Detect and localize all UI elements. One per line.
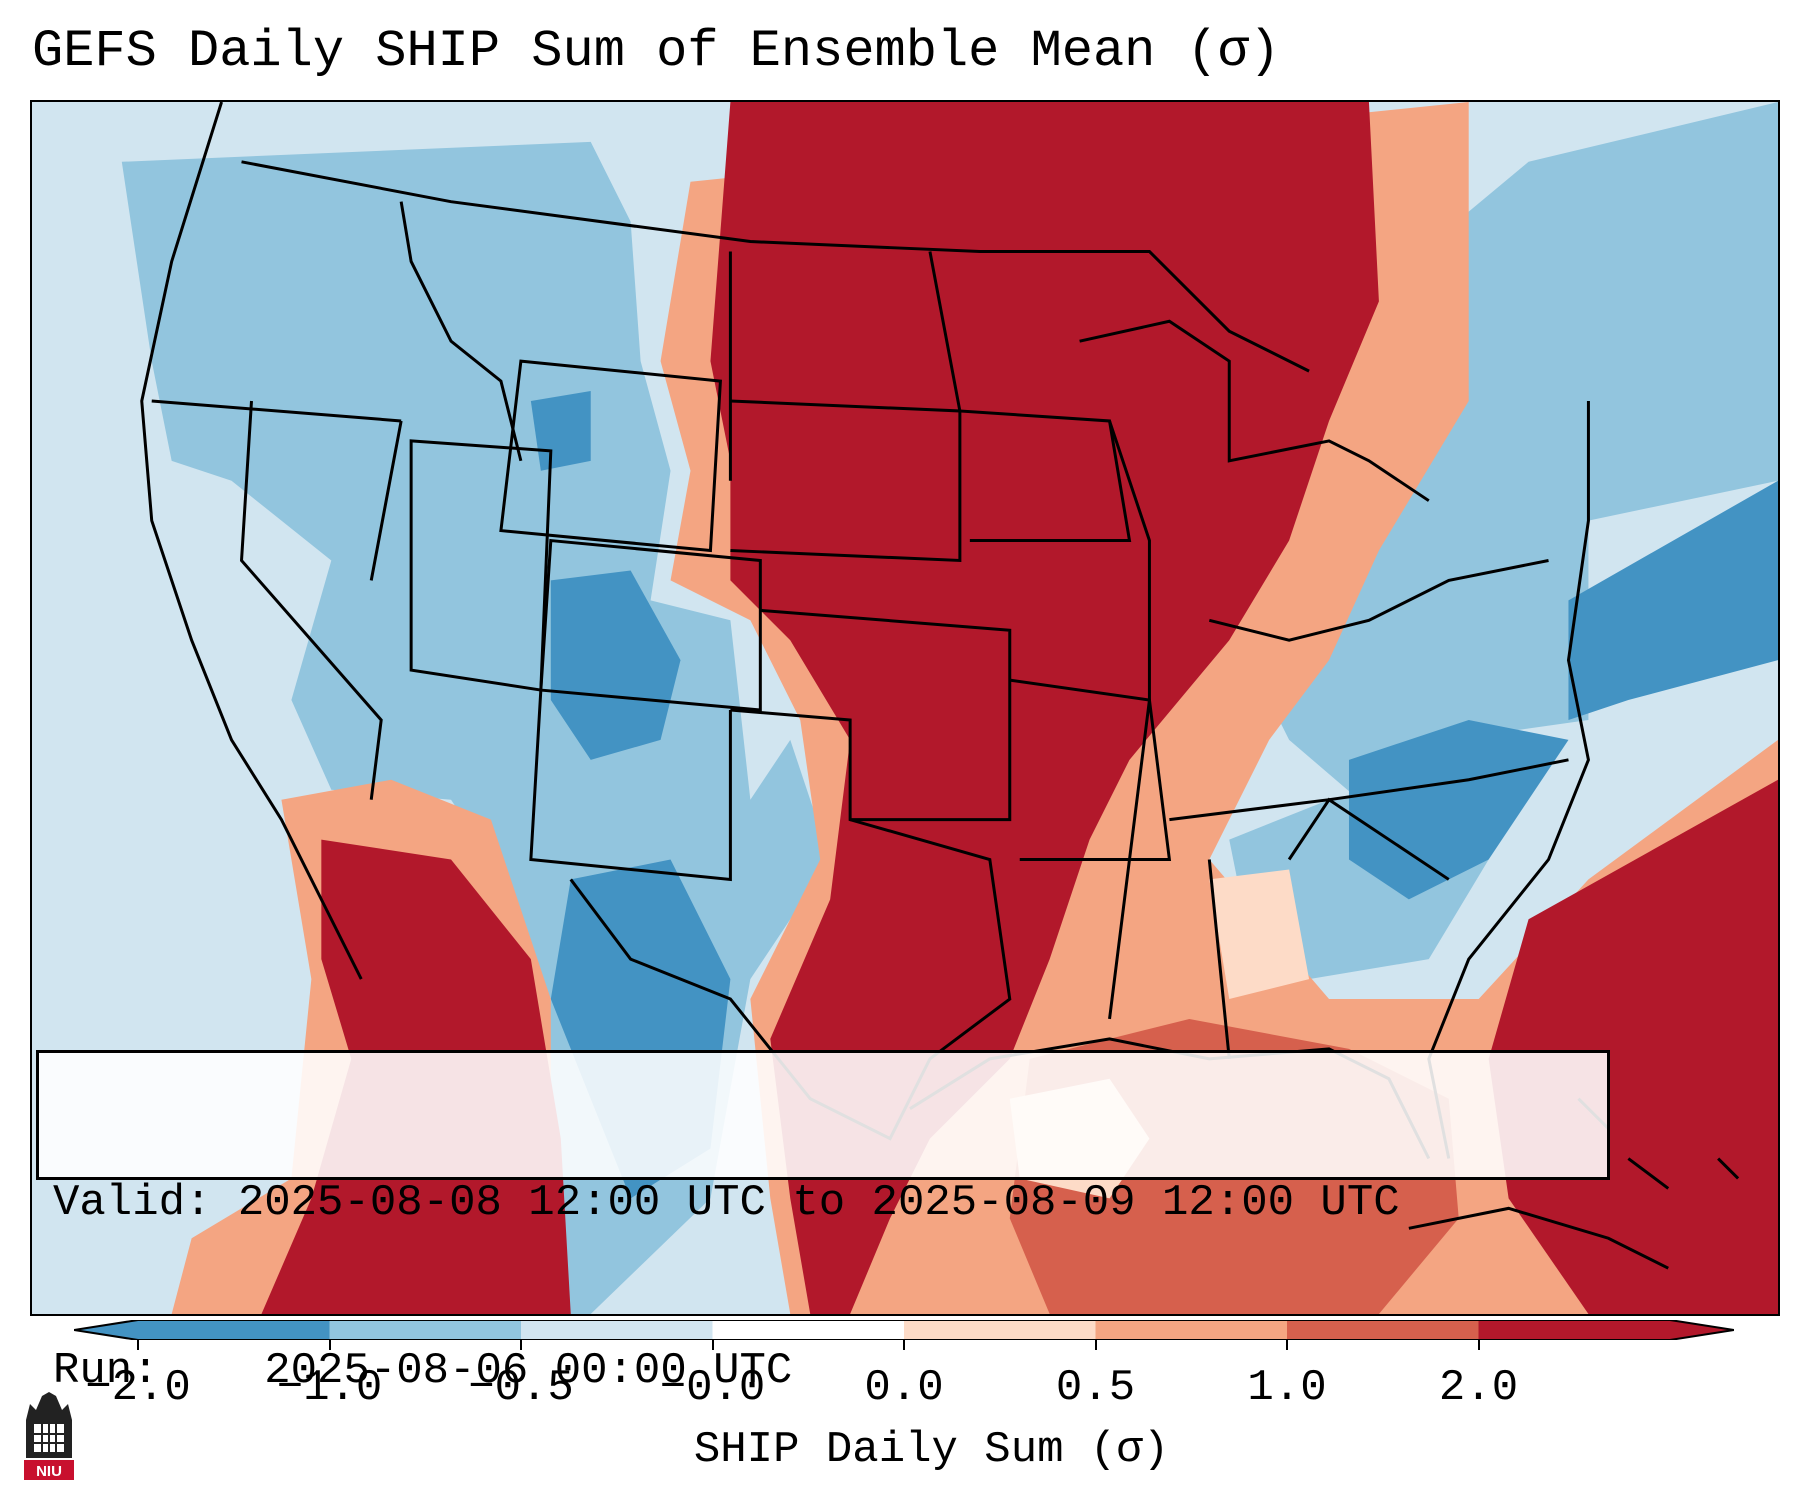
field-strong-negative-rockies — [550, 570, 681, 760]
oregon-idaho — [369, 420, 403, 581]
run-label: Run: — [53, 1346, 159, 1396]
cuba-outline — [1408, 1206, 1669, 1270]
colorbar-tick-mark — [137, 1340, 139, 1350]
valid-run-info-box: Valid: 2025-08-08 12:00 UTC to 2025-08-0… — [36, 1050, 1610, 1396]
run-value: 2025-08-06 00:00 UTC — [264, 1346, 793, 1396]
colorbar-tick-label: 1.0 — [1247, 1363, 1327, 1413]
ohio-valley — [1208, 559, 1549, 642]
colorbar-tick-label: −0.0 — [659, 1363, 766, 1413]
colorbar-segment — [521, 1320, 713, 1340]
great-lakes — [1079, 319, 1430, 502]
colorbar-tick-label: 2.0 — [1438, 1363, 1519, 1413]
niu-logo-text: NIU — [36, 1463, 62, 1480]
colorbar-segment — [329, 1320, 522, 1340]
colorbar-tick-mark — [1477, 1340, 1480, 1350]
mississippi-river — [1108, 420, 1151, 1020]
colorbar — [74, 1320, 1734, 1340]
colorbar-segment — [1095, 1320, 1288, 1340]
field-strong-negative-atlantic — [1568, 480, 1778, 720]
colorbar-tick-mark — [328, 1340, 331, 1350]
field-strong-negative-carolinas — [1348, 719, 1569, 900]
east-coast — [1427, 401, 1590, 1159]
niu-logo-graphic: NIU — [24, 1392, 74, 1480]
alabama-georgia — [1207, 859, 1231, 1059]
colorbar-extend-low — [74, 1320, 138, 1340]
colorbar-graphic — [74, 1320, 1734, 1340]
colorbar-tick-label: −0.5 — [468, 1363, 574, 1413]
colorbar-tick-mark — [1286, 1340, 1288, 1350]
canada-border — [241, 160, 1310, 373]
valid-row: Valid: 2025-08-08 12:00 UTC to 2025-08-0… — [53, 1175, 1593, 1231]
field-weak-positive-alabama — [1209, 869, 1310, 1000]
map-title: GEFS Daily SHIP Sum of Ensemble Mean (σ) — [32, 22, 1281, 81]
wyoming-box — [499, 359, 723, 553]
colorbar-tick-label: 0.0 — [864, 1363, 944, 1413]
run-row: Run: 2025-08-06 00:00 UTC — [53, 1343, 1593, 1399]
missouri-arkansas — [1009, 678, 1172, 861]
valid-label: Valid: — [53, 1178, 212, 1228]
valid-value: 2025-08-08 12:00 UTC to 2025-08-09 12:00… — [237, 1178, 1400, 1228]
nevada-california — [239, 400, 383, 800]
colorbar-ticks: −2.0 −1.0 −0.5 −0.0 0.0 0.5 1.0 2.0 — [0, 1340, 1803, 1410]
washington-oregon — [151, 399, 402, 423]
colorbar-tick-mark — [1094, 1340, 1097, 1350]
state-boundaries — [140, 102, 1590, 1160]
colorbar-extend-high — [1670, 1320, 1734, 1340]
colorbar-tick-mark — [711, 1340, 714, 1350]
colorbar-segment — [712, 1320, 905, 1340]
field-strong-positive-plains — [710, 102, 1379, 1314]
field-strong-positive-atlantic — [1488, 779, 1778, 1314]
montana-idaho — [399, 201, 523, 462]
field-negative-northeast — [1249, 102, 1778, 800]
colorbar-tick-label: −2.0 — [85, 1363, 191, 1413]
colorbar-segment — [1287, 1320, 1479, 1340]
niu-logo: NIU — [20, 1390, 78, 1482]
west-coast — [140, 102, 363, 980]
colorbar-label: SHIP Daily Sum (σ) — [693, 1425, 1170, 1475]
georgia-carolina — [1287, 797, 1450, 881]
colorbar-segment — [138, 1320, 330, 1340]
colorbar-tick-mark — [520, 1340, 522, 1350]
colorbar-segment — [1478, 1320, 1671, 1340]
colorbar-tick-label: 0.5 — [1055, 1363, 1136, 1413]
oklahoma-kansas — [760, 608, 1012, 822]
nebraska-dakota — [730, 399, 962, 563]
arizona-newmexico — [529, 689, 732, 882]
colorbar-tick-label: −1.0 — [276, 1363, 383, 1413]
colorbar-tick-mark — [903, 1340, 905, 1350]
tennessee-carolina — [1169, 758, 1569, 822]
field-strong-negative-northwoods — [530, 391, 591, 471]
colorbar-segment — [904, 1320, 1096, 1340]
